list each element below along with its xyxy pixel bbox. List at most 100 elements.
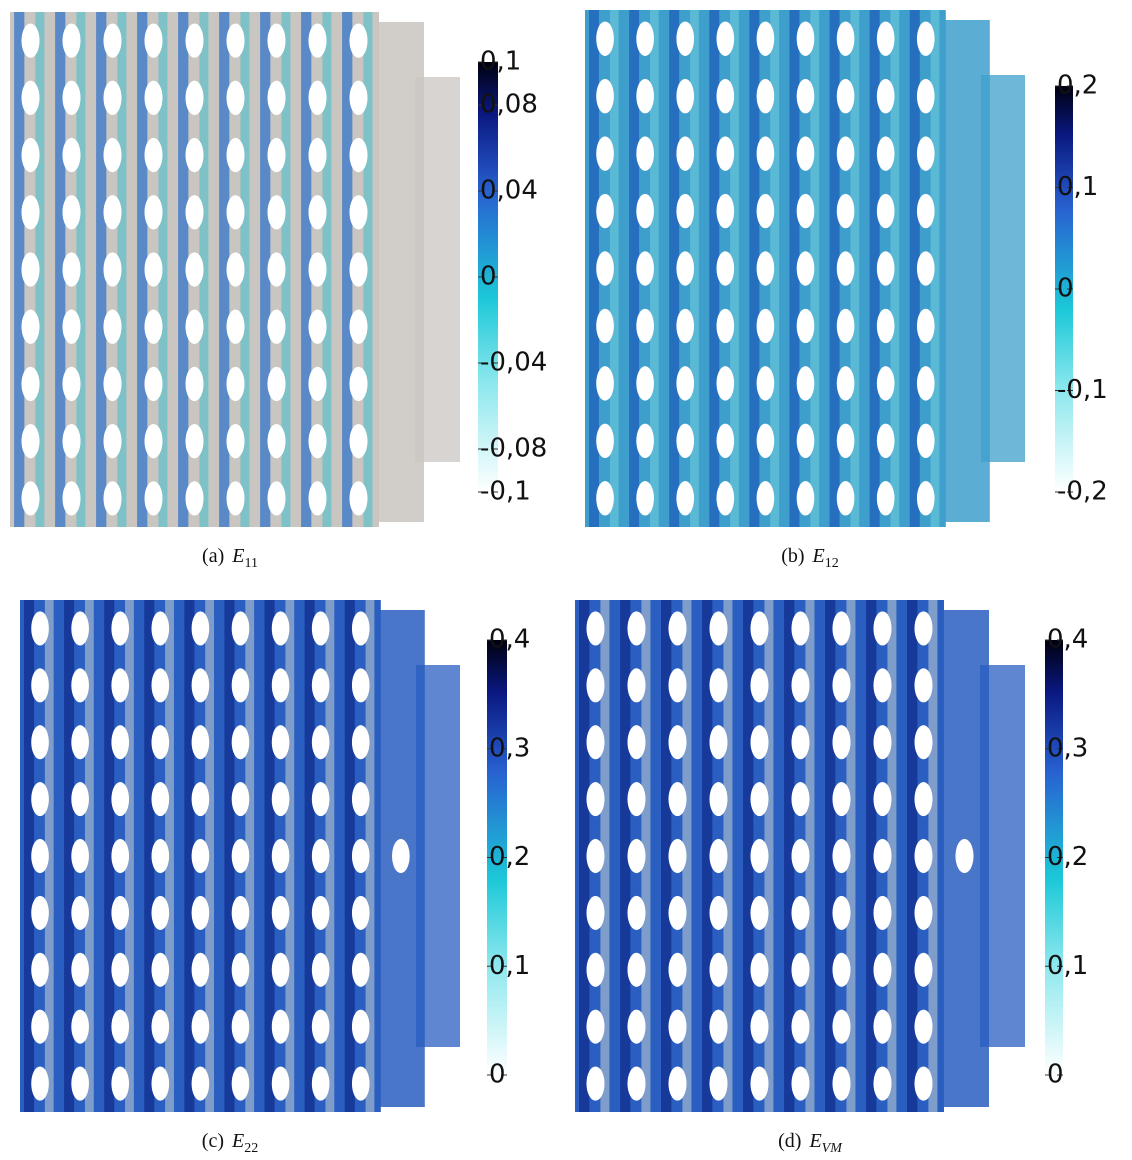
stripe <box>579 600 590 1112</box>
hole <box>144 252 163 287</box>
hole <box>226 424 245 459</box>
stripe <box>44 600 54 1112</box>
hole <box>596 193 614 229</box>
hole <box>62 252 81 287</box>
hole <box>271 1009 290 1044</box>
stripe <box>928 600 938 1112</box>
stripe <box>158 12 168 527</box>
hole <box>271 611 290 646</box>
hole <box>311 668 330 703</box>
hole <box>231 1066 250 1101</box>
hole <box>21 481 40 516</box>
caption-label: (d) <box>778 1130 801 1152</box>
hole <box>796 481 815 516</box>
hole <box>832 838 851 874</box>
hole <box>271 1066 290 1101</box>
hole <box>955 838 974 874</box>
hole <box>151 782 170 817</box>
hole <box>716 481 735 516</box>
tick-label: 0,4 <box>1047 625 1088 655</box>
hole <box>71 952 89 987</box>
hole <box>231 668 250 703</box>
tick-label: 0 <box>480 262 497 292</box>
caption-symbol: E <box>231 1130 244 1152</box>
hole <box>144 137 163 173</box>
hole <box>103 481 122 516</box>
stripe <box>629 10 640 527</box>
hole <box>21 195 40 230</box>
hole <box>21 137 40 173</box>
hole <box>668 895 687 930</box>
hole <box>796 251 815 286</box>
tick-label: -0,08 <box>480 434 547 464</box>
hole <box>914 725 933 760</box>
hole <box>832 895 851 930</box>
hole <box>916 78 935 114</box>
hole <box>873 952 892 987</box>
hole <box>709 782 728 817</box>
stripe <box>890 10 900 527</box>
caption-subscript: 11 <box>244 556 257 571</box>
hole <box>627 611 646 646</box>
hole <box>636 21 654 56</box>
hole <box>668 1066 687 1101</box>
hole <box>586 611 605 646</box>
hole <box>111 782 130 817</box>
hole <box>873 611 892 646</box>
stripe <box>749 10 760 527</box>
hole <box>876 78 895 114</box>
hole <box>191 725 210 760</box>
hole <box>351 782 370 817</box>
hole <box>750 782 769 817</box>
hole <box>791 1009 810 1044</box>
hole <box>144 424 163 459</box>
stripe <box>264 600 275 1112</box>
stripe <box>600 600 610 1112</box>
stripe <box>205 600 215 1112</box>
hole <box>832 952 851 987</box>
hole <box>185 252 204 287</box>
hole <box>916 21 935 56</box>
hole <box>191 1066 210 1101</box>
panel: 0,4 0,3 0,2 0,1 0 (d) EVM <box>575 600 1088 1156</box>
stripe <box>866 600 877 1112</box>
hole <box>231 611 250 646</box>
caption-subscript: VM <box>822 1141 844 1156</box>
hole <box>21 424 40 459</box>
hole <box>62 309 81 344</box>
hole <box>716 251 735 286</box>
hole <box>62 481 81 516</box>
hole <box>873 782 892 817</box>
hole <box>111 725 130 760</box>
stripe <box>84 600 94 1112</box>
hole <box>876 366 895 401</box>
stripe <box>641 600 651 1112</box>
hole <box>103 252 122 287</box>
hole <box>226 366 245 402</box>
hole <box>596 423 614 459</box>
hole <box>311 611 330 646</box>
hole <box>668 611 687 646</box>
tick-label: 0,2 <box>1057 71 1098 101</box>
hole <box>111 1066 130 1101</box>
hole <box>151 725 170 760</box>
hole <box>836 21 855 56</box>
hole <box>668 1009 687 1044</box>
hole <box>111 668 130 703</box>
hole <box>311 1066 330 1101</box>
hole <box>267 195 286 230</box>
stripe <box>682 600 692 1112</box>
hole <box>709 1066 728 1101</box>
hole <box>668 952 687 987</box>
stripe <box>178 12 189 527</box>
hole <box>349 137 368 173</box>
hole <box>750 1066 769 1101</box>
hole <box>185 309 204 344</box>
hole <box>636 366 654 401</box>
stripe <box>730 10 739 527</box>
stripe <box>770 10 780 527</box>
stripe <box>743 600 754 1112</box>
stripe <box>620 600 631 1112</box>
hole <box>756 308 775 344</box>
hole <box>62 137 81 173</box>
